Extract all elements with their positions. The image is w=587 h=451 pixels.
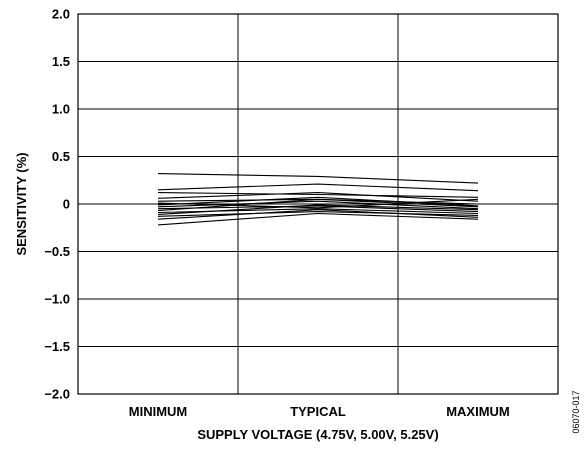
y-tick-label: 0.5 xyxy=(52,149,70,164)
plot-frame xyxy=(77,13,559,395)
y-tick-label: −1.0 xyxy=(44,292,70,307)
y-axis-title: SENSITIVITY (%) xyxy=(14,152,29,255)
series-line-7 xyxy=(157,196,479,207)
y-tick-label: 2.0 xyxy=(52,7,70,22)
y-tick-label: 1.0 xyxy=(52,102,70,117)
series-line-9 xyxy=(157,205,479,213)
y-tick-label: −2.0 xyxy=(44,387,70,402)
y-tick-label: −1.5 xyxy=(44,339,70,354)
y-tick-labels: 2.0 1.5 1.0 0.5 0 −0.5 −1.0 −1.5 −2.0 xyxy=(44,7,70,402)
y-tick-label: 0 xyxy=(63,197,70,212)
x-tick-labels: MINIMUM TYPICAL MAXIMUM xyxy=(129,404,510,419)
x-tick-label: TYPICAL xyxy=(290,404,346,419)
series-line-3 xyxy=(157,192,479,198)
series-line-15 xyxy=(157,212,479,226)
series-group xyxy=(157,173,479,226)
series-line-8 xyxy=(157,200,479,210)
series-line-2 xyxy=(157,183,479,192)
figure-id: 06070-017 xyxy=(571,390,581,433)
x-axis-title: SUPPLY VOLTAGE (4.75V, 5.00V, 5.25V) xyxy=(197,427,438,442)
series-line-10 xyxy=(157,198,479,212)
series-line-14 xyxy=(157,209,479,220)
y-tick-label: −0.5 xyxy=(44,244,70,259)
series-line-4 xyxy=(157,192,479,202)
series-line-1 xyxy=(157,173,479,184)
x-tick-label: MAXIMUM xyxy=(446,404,510,419)
series-line-12 xyxy=(157,204,479,215)
y-tick-label: 1.5 xyxy=(52,54,70,69)
grid xyxy=(78,14,558,394)
x-tick-label: MINIMUM xyxy=(129,404,188,419)
series-line-13 xyxy=(157,211,479,217)
